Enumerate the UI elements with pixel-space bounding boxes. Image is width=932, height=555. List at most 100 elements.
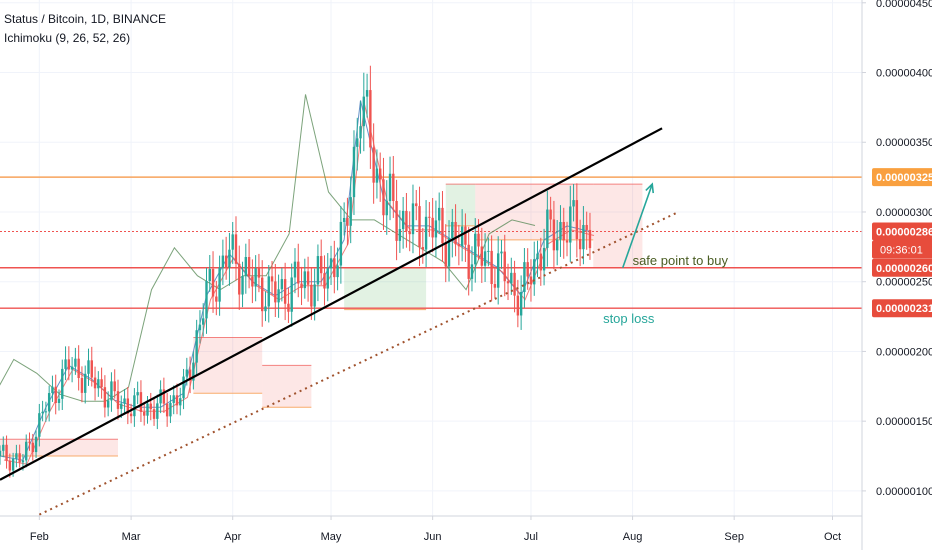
cloud-segment [344,267,427,310]
candle-body [264,306,267,312]
price-badge-label: 0.00000260 [876,263,932,275]
candle-body [510,272,513,284]
candle-body [51,386,54,394]
candle-body [5,444,8,461]
candle-body [293,261,297,278]
candle-body [421,247,425,250]
candle-body [241,276,244,295]
candle-body [565,240,569,243]
candle-body [329,258,333,269]
candle-body [182,376,185,399]
candle-body [549,209,552,220]
candle-body [202,318,205,325]
candle-body [146,403,149,416]
candle-body [300,283,303,289]
candle-body [175,395,179,406]
candle-body [444,243,447,267]
candle-body [569,206,572,243]
candle-body [11,458,15,471]
price-badge [872,222,932,241]
candle-body [100,379,103,388]
candle-body [297,261,300,284]
candle-body [493,284,497,288]
candle-body [270,276,274,282]
candle-body [234,234,238,264]
indicator-title: Ichimoku (9, 26, 52, 26) [4,31,131,45]
candle-body [375,168,379,183]
candle-body [519,292,523,316]
candle-body [496,253,500,288]
candle-body [126,398,130,414]
candle-body [31,442,34,453]
target-arrow [621,183,653,269]
candle-body [365,90,369,97]
candle-body [434,220,438,238]
candle-body [516,295,520,316]
candle-body [97,379,100,389]
candle-body [87,360,90,374]
candle-body [401,210,405,230]
candle-body [320,256,323,274]
candle-body [362,96,366,127]
candle-body [185,369,189,377]
drawings-layer: safe point to buy stop loss [0,127,729,516]
candle-body [162,389,166,404]
safe-point-annotation: safe point to buy [633,253,729,268]
candle-body [129,413,133,417]
candle-body [359,126,362,139]
candle-body [316,256,320,285]
candle-body [211,269,215,297]
candle-body [169,402,172,417]
candle-body [336,265,339,278]
price-badge-label: 0.00000325 [876,172,932,184]
candle-body [474,233,477,265]
candle-body [165,403,169,417]
candle-body [44,411,48,413]
candle-body [555,239,559,251]
candle-body [437,207,441,221]
candle-body [143,411,146,416]
candle-body [310,284,313,307]
x-tick-label: Feb [30,531,49,543]
candle-body [582,224,585,250]
candle-body [15,453,18,459]
candle-body [172,395,175,403]
candle-body [28,441,31,443]
candle-body [179,398,182,406]
candle-body [18,453,21,463]
candle-body [156,403,159,419]
cloud-segment [593,184,643,268]
candle-body [21,460,25,463]
candle-body [113,381,116,392]
candle-body [392,173,395,202]
candle-body [575,200,579,240]
candle-body [585,224,588,230]
candle-body [283,279,287,304]
candle-body [352,146,356,198]
candle-body [57,398,61,403]
x-tick-label: Jun [424,531,442,543]
x-tick-label: Jul [524,531,538,543]
candle-body [382,179,385,216]
candle-body [208,269,211,282]
candle-body [552,219,556,251]
candle-body [457,244,461,247]
arrow-head [645,182,655,194]
candle-body [120,403,123,409]
candles-layer [0,65,592,478]
candle-body [313,284,316,307]
candle-body [205,281,208,319]
candle-body [188,369,192,381]
candle-body [447,238,451,267]
candle-body [388,173,392,202]
candle-body [523,262,526,293]
candle-body [106,400,110,408]
candle-body [500,251,503,254]
y-tick-label: 0.00000400 [876,68,932,80]
candle-body [578,239,582,250]
y-tick-label: 0.00000200 [876,346,932,358]
candle-body [405,210,408,232]
